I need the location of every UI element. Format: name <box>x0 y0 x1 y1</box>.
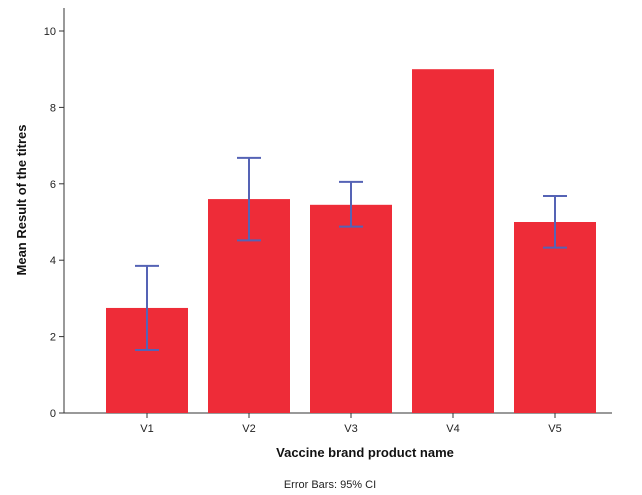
y-tick-label: 8 <box>50 102 56 114</box>
bar-v4 <box>412 69 494 413</box>
error-bar-v5 <box>543 195 567 249</box>
x-tick-label: V4 <box>446 423 459 435</box>
y-tick-label: 2 <box>50 332 56 344</box>
error-bars-footnote: Error Bars: 95% CI <box>284 479 376 491</box>
bar-v3 <box>310 204 392 413</box>
x-tick-label: V5 <box>548 423 561 435</box>
bars <box>106 69 596 413</box>
ticks: 0 2 4 6 8 10 V1 V2 V3 V4 V5 <box>44 26 562 435</box>
y-tick-label: 0 <box>50 408 56 420</box>
x-tick-label: V3 <box>344 423 357 435</box>
y-tick-label: 4 <box>50 255 56 267</box>
y-tick-label: 10 <box>44 26 56 38</box>
error-bar-v1 <box>135 264 159 351</box>
y-axis-title: Mean Result of the titres <box>14 125 29 276</box>
x-tick-label: V2 <box>242 423 255 435</box>
error-bar-v2 <box>237 156 261 242</box>
bar-v5 <box>514 222 596 413</box>
y-tick-label: 6 <box>50 179 56 191</box>
x-tick-label: V1 <box>140 423 153 435</box>
x-axis-title: Vaccine brand product name <box>276 445 454 460</box>
error-bar-v3 <box>339 180 363 228</box>
error-bars <box>135 156 567 351</box>
